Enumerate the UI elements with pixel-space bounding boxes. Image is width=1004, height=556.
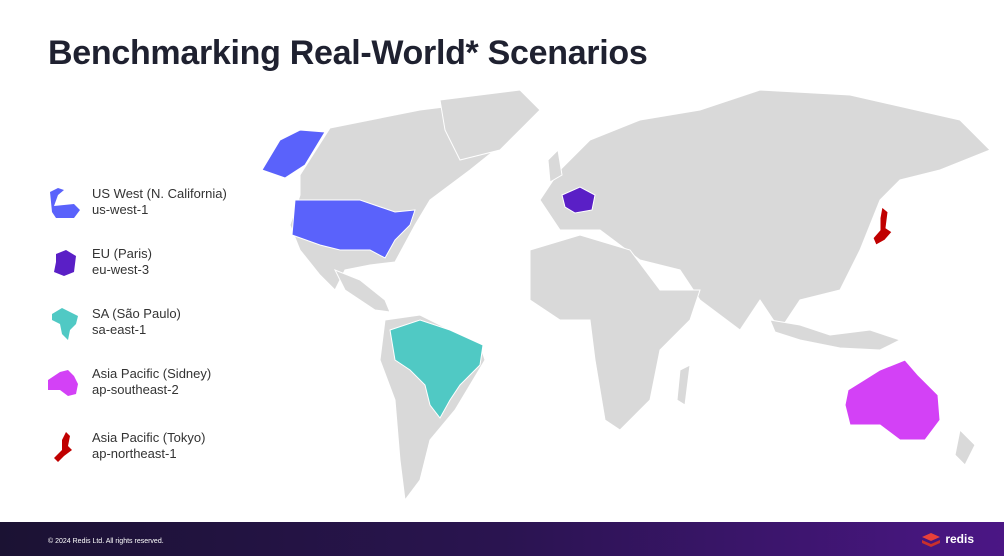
copyright: © 2024 Redis Ltd. All rights reserved.	[48, 538, 164, 545]
world-map	[261, 89, 991, 502]
france	[561, 186, 596, 214]
new-zealand	[954, 428, 976, 466]
usa	[291, 199, 416, 259]
legend-item: US West (N. California) us-west-1	[44, 186, 284, 220]
icon-shape	[52, 308, 78, 340]
alaska	[261, 129, 326, 179]
legend-code: ap-northeast-1	[92, 446, 177, 461]
legend-name: EU (Paris)	[92, 246, 152, 261]
greenland	[439, 89, 541, 161]
legend-icon	[52, 308, 78, 340]
central-america	[333, 269, 391, 313]
legend-item: Asia Pacific (Sidney) ap-southeast-2	[44, 366, 284, 400]
icon-shape	[54, 250, 76, 276]
legend-item: Asia Pacific (Tokyo) ap-northeast-1	[44, 430, 284, 464]
legend-code: eu-west-3	[92, 262, 150, 277]
uk	[547, 148, 563, 183]
title: Benchmarking Real-World* Scenarios	[48, 34, 648, 72]
africa	[529, 234, 701, 431]
logo: redis	[921, 531, 974, 547]
legend-icon	[48, 370, 78, 396]
legend-name: SA (São Paulo)	[92, 306, 181, 321]
logo-text: redis	[945, 532, 974, 546]
japan	[872, 206, 893, 246]
brazil	[389, 319, 484, 419]
icon-shape	[54, 432, 72, 462]
legend-code: ap-southeast-2	[92, 382, 179, 397]
legend-icon	[50, 188, 80, 218]
icon-shape	[48, 370, 78, 396]
highlighted-regions	[261, 129, 941, 441]
legend-code: sa-east-1	[92, 322, 147, 337]
icon-shape	[50, 188, 80, 218]
legend-name: US West (N. California)	[92, 186, 227, 201]
land	[289, 89, 991, 502]
legend-icon	[54, 432, 72, 462]
legend-item: SA (São Paulo) sa-east-1	[44, 306, 284, 340]
legend-icon	[54, 250, 76, 276]
legend-name: Asia Pacific (Tokyo)	[92, 430, 206, 445]
legend-code: us-west-1	[92, 202, 149, 217]
logo-icon	[922, 533, 941, 547]
legend-item: EU (Paris) eu-west-3	[44, 246, 284, 280]
legend-name: Asia Pacific (Sidney)	[92, 366, 212, 381]
eurasia	[539, 89, 991, 331]
madagascar	[676, 364, 691, 406]
footer: © 2024 Redis Ltd. All rights reserved. r…	[0, 522, 1004, 556]
australia	[844, 359, 941, 441]
indonesia	[769, 319, 902, 351]
